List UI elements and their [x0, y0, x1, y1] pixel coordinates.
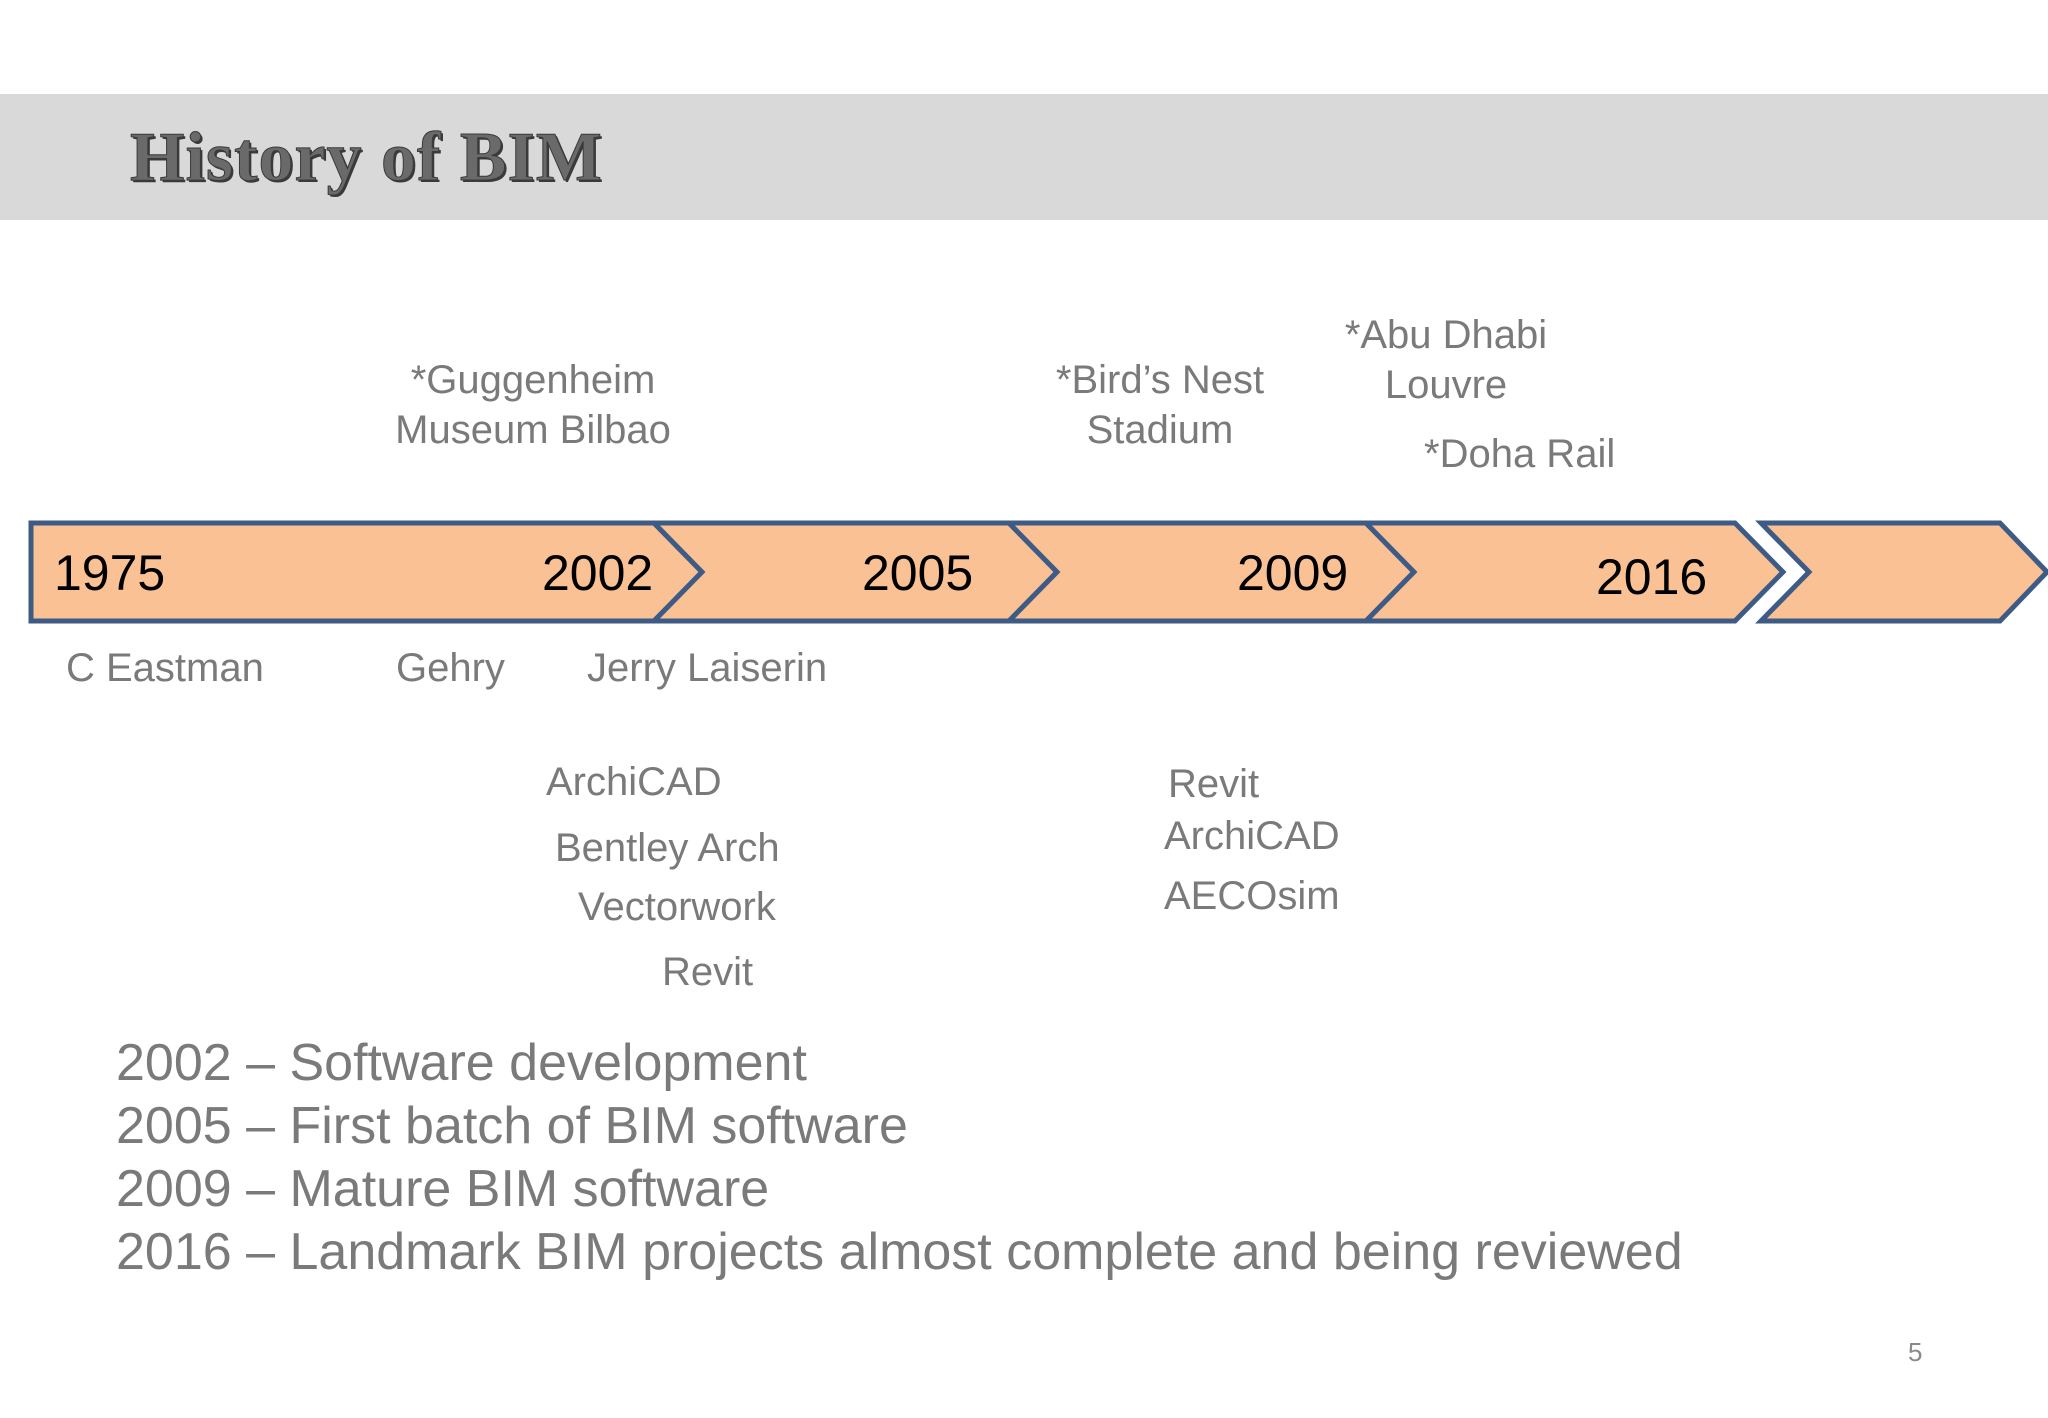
year-2016: 2016 [1596, 549, 1708, 605]
title-bar [0, 94, 2048, 220]
label-revit-2009: Revit [1168, 762, 1260, 806]
label-vectorwork: Vectorwork [578, 885, 776, 929]
year-2002: 2002 [542, 545, 654, 601]
timeline-segment-2009-2016 [1360, 520, 1787, 624]
page-number: 5 [1908, 1337, 1923, 1367]
year-2009: 2009 [1237, 545, 1349, 601]
page-title: History of BIM [130, 119, 603, 197]
note-2016: 2016 – Landmark BIM projects almost comp… [116, 1223, 1683, 1281]
year-2005: 2005 [862, 545, 974, 601]
label-revit-2002: Revit [662, 950, 754, 994]
timeline-segment-future [1755, 520, 2048, 624]
label-archicad-2009: ArchiCAD [1164, 814, 1340, 858]
label-abu-dhabi-line2: Louvre [1384, 363, 1508, 407]
label-guggenheim-line1: *Guggenheim [410, 358, 656, 402]
label-birds-nest-line2: Stadium [1086, 408, 1234, 452]
label-c-eastman: C Eastman [66, 646, 264, 690]
note-2009: 2009 – Mature BIM software [116, 1160, 770, 1218]
label-jerry-laiserin: Jerry Laiserin [587, 646, 828, 690]
note-2002: 2002 – Software development [116, 1034, 807, 1092]
timeline-segment-2005-2009 [1003, 520, 1418, 624]
label-guggenheim-line2: Museum Bilbao [395, 408, 671, 452]
label-bentley-arch: Bentley Arch [555, 826, 780, 870]
label-aecosim: AECOsim [1164, 874, 1340, 918]
label-archicad-2002: ArchiCAD [546, 760, 722, 804]
timeline-segment-2002-2005 [648, 520, 1061, 624]
label-gehry: Gehry [396, 646, 505, 690]
label-abu-dhabi-line1: *Abu Dhabi [1344, 313, 1548, 357]
note-2005: 2005 – First batch of BIM software [116, 1097, 908, 1155]
label-doha-rail: *Doha Rail [1424, 432, 1616, 476]
label-birds-nest-line1: *Bird’s Nest [1055, 358, 1265, 402]
timeline-notes: 2002 – Software development 2005 – First… [116, 1032, 1683, 1284]
year-1975: 1975 [54, 545, 166, 601]
